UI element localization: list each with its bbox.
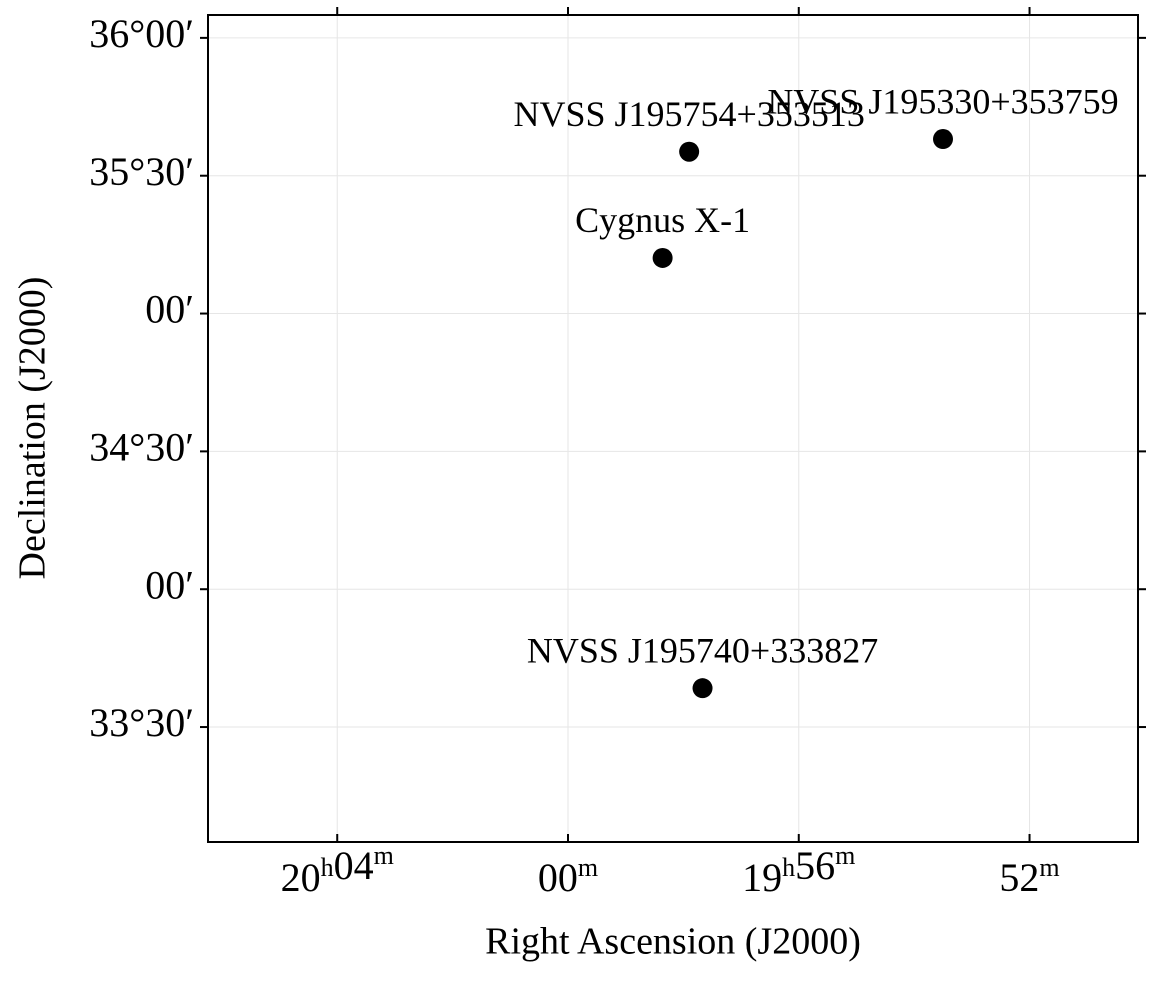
y-tick-label: 00′ [145,562,194,607]
tick-char: 1 [742,855,762,900]
y-tick-label: 33°30′ [89,700,194,745]
x-axis-label: Right Ascension (J2000) [485,921,861,963]
tick-char: 0 [301,855,321,900]
x-tick-label: 00m [538,853,598,900]
y-tick-label: 36°00′ [89,11,194,56]
tick-char: 9 [762,855,782,900]
tick-char: 0 [334,843,354,888]
tick-char: m [374,841,394,870]
source-label: Cygnus X-1 [575,200,750,240]
tick-char: m [1039,853,1059,882]
y-tick-label: 35°30′ [89,149,194,194]
x-tick-label: 19h56m [742,841,855,900]
source-label: NVSS J195740+333827 [527,630,878,670]
tick-char: 2 [1019,855,1039,900]
tick-char: h [321,853,334,882]
tick-char: 5 [999,855,1019,900]
tick-char: 0 [558,855,578,900]
x-tick-label: 52m [999,853,1059,900]
source-point [692,678,713,699]
tick-char: h [782,853,795,882]
tick-char: 0 [538,855,558,900]
source-label: NVSS J195330+353759 [767,81,1118,121]
tick-char: 4 [354,843,374,888]
tick-char: m [578,853,598,882]
source-point [679,141,700,162]
source-label: NVSS J195754+353513 [513,94,864,134]
tick-char: m [835,841,855,870]
y-axis-label: Declination (J2000) [12,277,54,580]
x-tick-label: 20h04m [281,841,394,900]
tick-char: 2 [281,855,301,900]
y-tick-label: 00′ [145,287,194,332]
tick-char: 6 [815,843,835,888]
tick-char: 5 [795,843,815,888]
plot-frame [207,14,1139,843]
source-point [933,129,953,150]
source-point [652,247,673,268]
y-tick-label: 34°30′ [89,425,194,470]
